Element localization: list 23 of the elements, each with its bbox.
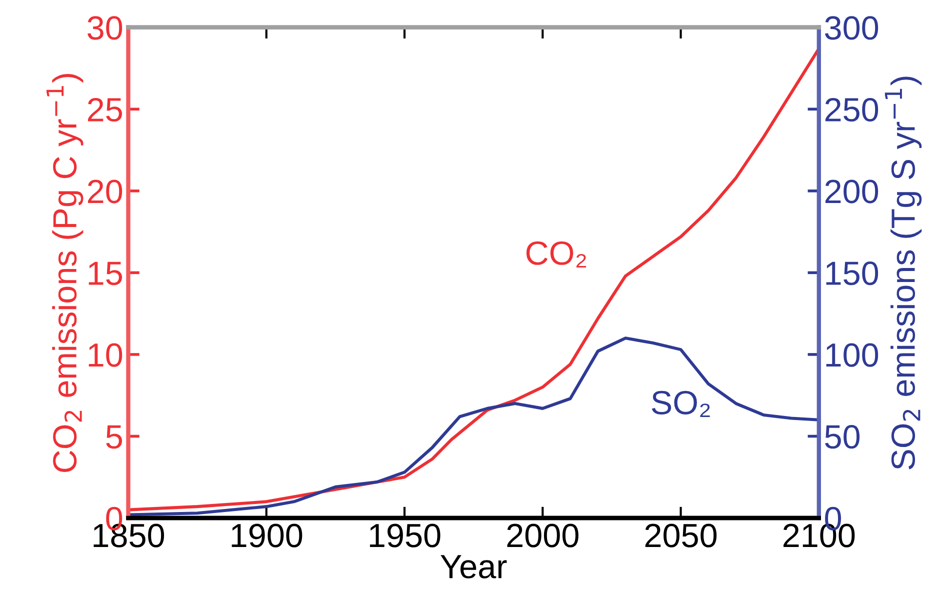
y2-tick-label: 250 xyxy=(825,98,878,122)
y-axis-title: CO$_{2}$ emissions (Pg C yr$^{−1}$) xyxy=(46,74,84,472)
series-label: SO₂ xyxy=(652,390,710,417)
x-tick-label: 2050 xyxy=(645,524,717,548)
y2-tick-label: 150 xyxy=(826,261,878,286)
y2-tick-label: 50 xyxy=(825,425,860,449)
y-tick-label: 10 xyxy=(88,343,122,367)
y-tick-label: 15 xyxy=(88,262,122,286)
line-series xyxy=(128,47,819,512)
x-axis-title: Year xyxy=(440,555,507,578)
y-tick-label: 20 xyxy=(88,180,122,204)
y2-axis-title: SO$_{2}$ emissions (Tg S yr$^{−1}$) xyxy=(884,76,922,470)
y-tick-label: 30 xyxy=(88,16,122,40)
series-label: CO₂ xyxy=(526,241,586,268)
x-tick-label: 2000 xyxy=(507,524,578,548)
y2-tick-label: 200 xyxy=(825,180,878,204)
x-tick-label: 1950 xyxy=(370,524,440,548)
line-series xyxy=(128,336,819,516)
x-tick-label: 1900 xyxy=(232,524,302,548)
y2-tick-label: 100 xyxy=(826,343,878,367)
y2-tick-label: 300 xyxy=(825,16,878,40)
y-tick-label: 25 xyxy=(88,98,122,122)
y-tick-label: 5 xyxy=(106,425,122,449)
